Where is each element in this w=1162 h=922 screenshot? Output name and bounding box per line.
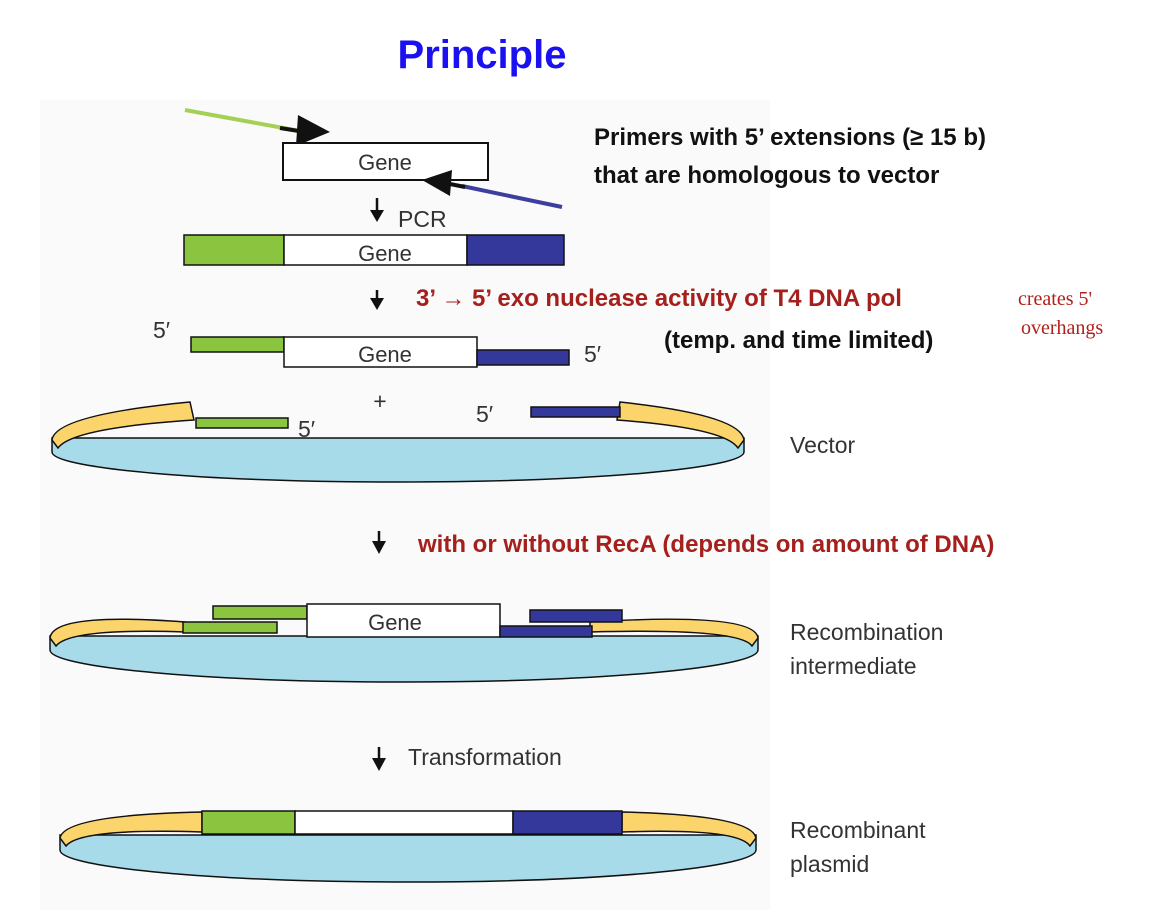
page-title: Principle: [398, 33, 567, 77]
vector-green-end: [195, 417, 289, 429]
plus-sign: +: [373, 388, 386, 414]
vector-label: Vector: [790, 432, 856, 458]
gene-label: Gene: [358, 241, 412, 266]
five-prime-label: 5′: [298, 416, 315, 442]
pcr-product: Gene: [183, 234, 565, 266]
reverse-primer-extension: [461, 184, 563, 209]
vector-left-arm: [51, 401, 195, 450]
recombination-intermediate: Gene Recombination intermediate: [49, 603, 943, 683]
intermediate-green-bottom: [182, 621, 278, 634]
blue-segment: [466, 234, 565, 266]
five-prime-label: 5′: [476, 401, 493, 427]
intermediate-blue-top: [529, 609, 623, 623]
plasmid-blue-segment: [512, 810, 623, 835]
exo-product: 5′ Gene 5′ +: [153, 317, 601, 414]
gene-label: Gene: [358, 150, 412, 175]
plasmid-label-line1: Recombinant: [790, 817, 926, 843]
exo-side-note-line2: overhangs: [1021, 317, 1103, 339]
green-segment: [183, 234, 285, 266]
pcr-step: PCR: [370, 198, 447, 232]
vector-blue-end: [530, 406, 621, 418]
transformation-label: Transformation: [408, 744, 562, 770]
five-prime-label: 5′: [153, 317, 170, 343]
transformation-arrow-icon: [372, 758, 386, 771]
primer-stage: Gene: [184, 108, 563, 209]
blue-overhang: [476, 349, 570, 366]
gene-label: Gene: [368, 610, 422, 635]
exo-condition-label: (temp. and time limited): [664, 327, 933, 354]
gene-box: [282, 142, 489, 181]
forward-primer-arrow-icon: [296, 115, 330, 146]
gene-label: Gene: [358, 342, 412, 367]
reca-label: with or without RecA (depends on amount …: [417, 531, 994, 558]
recombinant-plasmid: Recombinant plasmid: [59, 810, 926, 883]
vector: 5′ 5′ Vector: [51, 401, 856, 483]
exo-step: 3’ → 5’ exo nuclease activity of T4 DNA …: [370, 285, 1103, 354]
plasmid-ring-bottom: [59, 834, 757, 883]
reca-step: with or without RecA (depends on amount …: [372, 531, 994, 558]
exo-side-note-line1: creates 5': [1018, 288, 1092, 310]
transformation-step: Transformation: [372, 744, 562, 771]
exo-label: 3’ → 5’ exo nuclease activity of T4 DNA …: [416, 285, 902, 312]
intermediate-blue-bottom: [499, 625, 593, 638]
vector-right-arm: [616, 401, 745, 450]
gene-segment: [283, 336, 478, 368]
intermediate-label-line2: intermediate: [790, 653, 917, 679]
vector-ring-bottom: [51, 437, 745, 483]
plasmid-gene-segment: [294, 810, 514, 835]
plasmid-green-segment: [201, 810, 296, 835]
reverse-primer-arrow-icon: [422, 170, 452, 196]
primers-note-line1: Primers with 5’ extensions (≥ 15 b): [594, 124, 986, 151]
pcr-label: PCR: [398, 206, 447, 232]
intermediate-ring-bottom: [49, 635, 759, 683]
reca-arrow-icon: [372, 541, 386, 554]
pcr-arrow-icon: [370, 210, 384, 222]
green-overhang: [190, 336, 285, 353]
plasmid-label-line2: plasmid: [790, 851, 869, 877]
intermediate-green-top: [212, 605, 308, 620]
intermediate-gene: [306, 603, 501, 638]
intermediate-label-line1: Recombination: [790, 619, 943, 645]
five-prime-label: 5′: [584, 341, 601, 367]
exo-arrow-icon: [370, 298, 384, 310]
primers-note-line2: that are homologous to vector: [594, 162, 939, 189]
